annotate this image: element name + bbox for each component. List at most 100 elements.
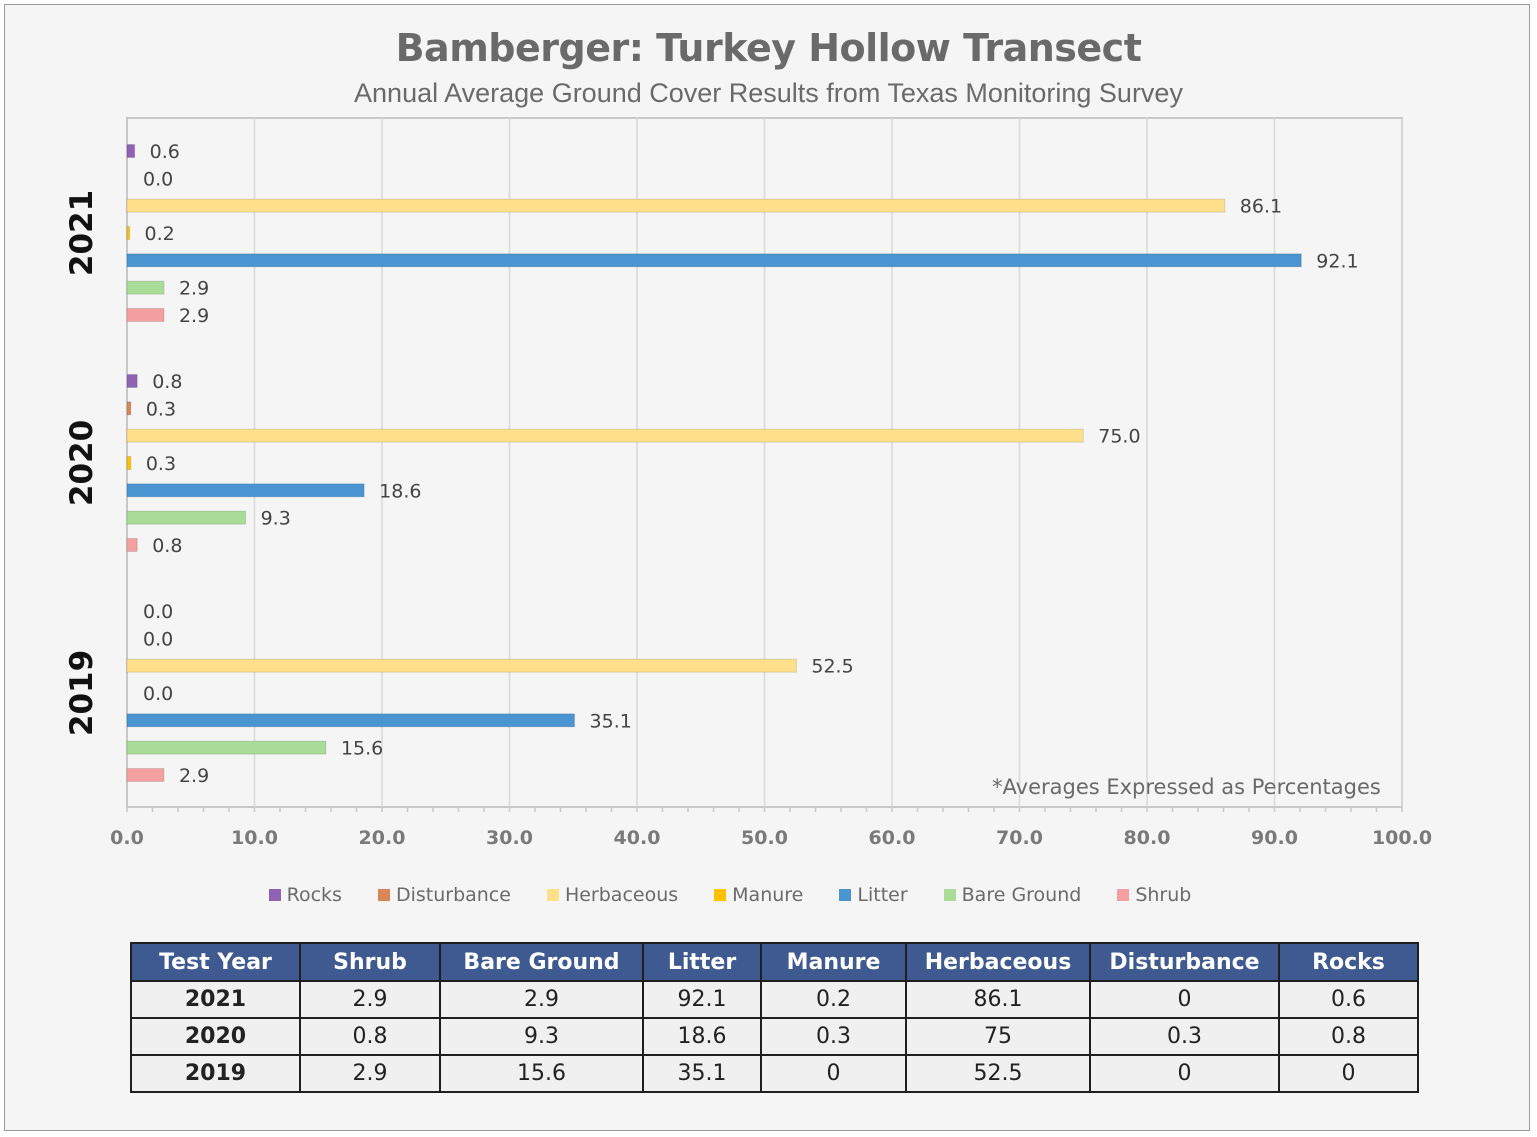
legend-swatch [268, 889, 281, 901]
legend-swatch [714, 889, 727, 901]
data-label: 0.0 [143, 168, 173, 190]
table-year-cell: 2019 [130, 1054, 301, 1093]
data-label: 2.9 [179, 765, 209, 787]
table-header-cell: Manure [760, 942, 907, 982]
data-label: 0.0 [143, 601, 173, 623]
legend-item: Shrub [1117, 884, 1191, 906]
x-tick-label: 100.0 [1372, 827, 1432, 849]
table-cell: 0 [1089, 1054, 1280, 1093]
legend-item: Rocks [268, 884, 342, 906]
legend-label: Rocks [286, 884, 342, 906]
table-header-cell: Herbaceous [905, 942, 1091, 982]
percentage-note: *Averages Expressed as Percentages [992, 775, 1381, 799]
y-category-label: 2019 [64, 650, 100, 736]
data-label: 18.6 [379, 480, 421, 502]
table-cell: 18.6 [642, 1017, 762, 1056]
table-cell: 52.5 [905, 1054, 1091, 1093]
table-cell: 0.6 [1278, 980, 1419, 1019]
x-tick-label: 50.0 [741, 827, 788, 849]
table-header-cell: Litter [642, 942, 762, 982]
table-cell: 15.6 [439, 1054, 644, 1093]
table-cell: 2.9 [299, 1054, 441, 1093]
legend-swatch [1117, 889, 1130, 901]
table-cell: 0.8 [299, 1017, 441, 1056]
table-row: 2021 2.9 2.9 92.1 0.2 86.1 0 0.6 [130, 980, 1419, 1019]
table-row: 2020 0.8 9.3 18.6 0.3 75 0.3 0.8 [130, 1017, 1419, 1056]
table-header-cell: Test Year [130, 942, 301, 982]
data-label: 2.9 [179, 278, 209, 300]
bar-rocks [126, 374, 138, 388]
x-tick-label: 60.0 [869, 827, 916, 849]
bar-herbaceous [126, 658, 797, 673]
x-tick-label: 20.0 [359, 827, 406, 849]
x-tick-label: 70.0 [996, 827, 1043, 849]
legend-label: Manure [732, 884, 804, 906]
x-tick-label: 90.0 [1251, 827, 1298, 849]
table-header-cell: Rocks [1278, 942, 1419, 982]
data-label: 52.5 [811, 656, 853, 678]
table-cell: 0 [1278, 1054, 1419, 1093]
legend-label: Litter [857, 884, 908, 906]
table-cell: 35.1 [642, 1054, 762, 1093]
table-cell: 92.1 [642, 980, 762, 1019]
data-label: 75.0 [1098, 426, 1140, 448]
legend-label: Disturbance [395, 884, 511, 906]
legend-label: Herbaceous [564, 884, 679, 906]
legend-swatch [839, 889, 852, 901]
bar-litter [126, 253, 1302, 268]
legend-swatch [943, 889, 956, 901]
legend-item: Herbaceous [546, 884, 679, 906]
table-year-cell: 2020 [130, 1017, 301, 1056]
table-cell: 0.3 [760, 1017, 907, 1056]
data-label: 0.8 [152, 371, 182, 393]
bar-herbaceous [126, 198, 1226, 213]
data-label: 0.3 [146, 398, 176, 420]
y-category-label: 2021 [64, 190, 100, 276]
data-label: 92.1 [1316, 250, 1358, 272]
data-label: 35.1 [590, 710, 632, 732]
data-label: 0.3 [146, 453, 176, 475]
bar-manure [126, 455, 132, 470]
bar-rocks [126, 144, 136, 158]
data-table: Test Year Shrub Bare Ground Litter Manure Her… [130, 942, 1419, 1093]
table-cell: 86.1 [905, 980, 1091, 1019]
table-header-cell: Disturbance [1089, 942, 1280, 982]
x-tick-label: 40.0 [614, 827, 661, 849]
data-label: 0.0 [143, 683, 173, 705]
chart-title: Bamberger: Turkey Hollow Transect [395, 26, 1142, 70]
bar-litter [126, 713, 576, 728]
legend-item: Manure [714, 884, 803, 906]
table-cell: 75 [905, 1017, 1091, 1056]
bar-shrub [126, 537, 138, 552]
legend-swatch [377, 889, 390, 901]
table-cell: 0 [1089, 980, 1280, 1019]
legend-item: Bare Ground [943, 884, 1082, 906]
table-cell: 2.9 [439, 980, 644, 1019]
x-tick-label: 0.0 [110, 827, 144, 849]
legend-label: Bare Ground [961, 884, 1082, 906]
data-label: 0.6 [150, 141, 180, 163]
x-tick-label: 80.0 [1124, 827, 1171, 849]
bar-disturbance [126, 401, 132, 416]
table-cell: 9.3 [439, 1017, 644, 1056]
table-cell: 0.8 [1278, 1017, 1419, 1056]
data-label: 15.6 [341, 738, 383, 760]
data-label: 2.9 [179, 305, 209, 327]
chart-legend: Rocks Disturbance Herbaceous Manure Litter Ba… [0, 884, 1460, 906]
table-header-cell: Shrub [299, 942, 441, 982]
bar-shrub [126, 307, 165, 322]
bar-herbaceous [126, 428, 1084, 443]
bar-bare-ground [126, 510, 247, 525]
x-tick-label: 30.0 [486, 827, 533, 849]
y-category-label: 2020 [64, 420, 100, 506]
data-label: 86.1 [1240, 196, 1282, 218]
table-body: 2021 2.9 2.9 92.1 0.2 86.1 0 0.6 2020 0.8 9.3 18.6 0… [130, 980, 1419, 1093]
data-label: 0.0 [143, 628, 173, 650]
table-year-cell: 2021 [130, 980, 301, 1019]
table-cell: 2.9 [299, 980, 441, 1019]
legend-item: Disturbance [377, 884, 511, 906]
bar-bare-ground [126, 280, 165, 295]
data-label: 0.8 [152, 535, 182, 557]
chart-subtitle: Annual Average Ground Cover Results from… [354, 78, 1183, 108]
bar-bare-ground [126, 740, 327, 755]
